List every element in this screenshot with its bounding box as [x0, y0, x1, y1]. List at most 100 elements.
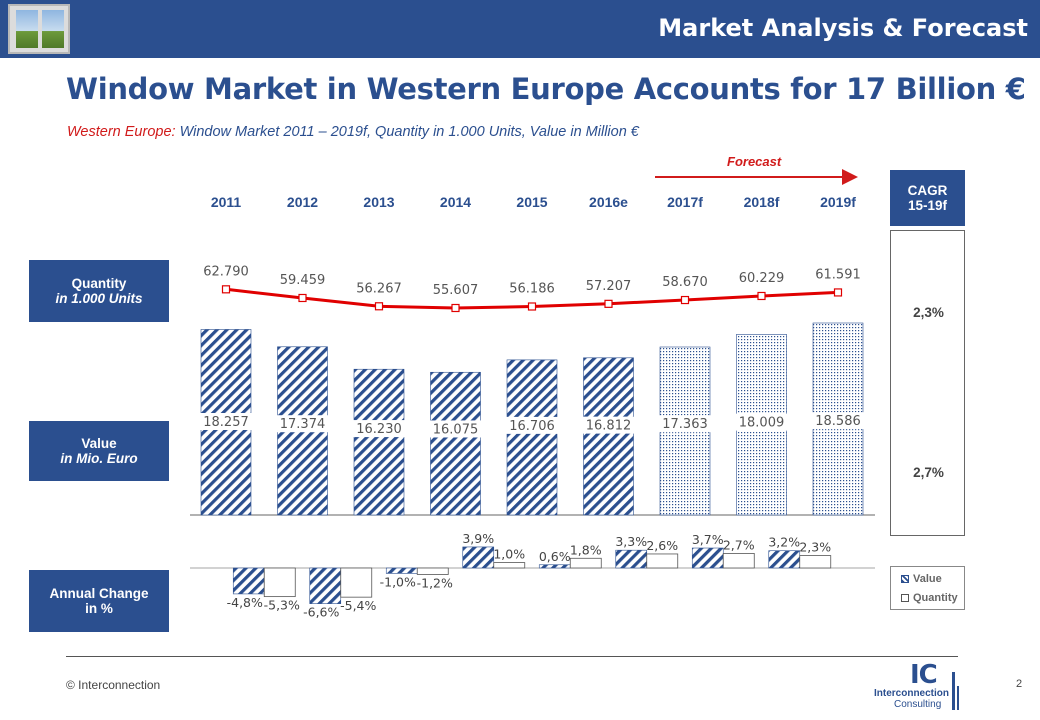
value-bar	[583, 357, 634, 516]
change-label-box: Annual Change in %	[29, 570, 169, 632]
quantity-change-label: -5,4%	[340, 598, 376, 613]
quantity-point	[527, 302, 537, 311]
change-unit-label: in %	[85, 601, 113, 616]
quantity-change-bar	[263, 567, 296, 598]
quantity-change-bar	[569, 557, 602, 569]
footer-divider	[66, 656, 958, 657]
value-data-label: 17.374	[280, 417, 326, 432]
legend-quantity-label: Quantity	[913, 592, 958, 604]
quantity-point	[298, 293, 307, 303]
page-number: 2	[1016, 678, 1023, 690]
quantity-change-label: 2,3%	[799, 540, 831, 555]
company-logo: IC Interconnection Consulting	[866, 660, 959, 710]
quantity-change-label: 1,8%	[570, 542, 602, 557]
value-label-bg	[582, 416, 635, 434]
cagr-value: 2,7%	[913, 465, 944, 480]
value-change-label: -6,6%	[303, 605, 339, 620]
change-label: Annual Change	[49, 586, 149, 601]
quantity-point	[757, 291, 766, 301]
header-bar: Market Analysis & Forecast	[0, 0, 1040, 58]
value-change-label: 0,6%	[539, 549, 571, 564]
quantity-data-label: 60.229	[739, 271, 785, 286]
cagr-quantity: 2,3%	[913, 305, 944, 320]
value-change-bar	[538, 564, 571, 569]
value-change-label: -1,0%	[380, 574, 416, 589]
value-label-bg	[659, 415, 711, 433]
value-label-bg	[200, 413, 252, 430]
value-label-bg	[812, 412, 864, 430]
value-change-bar	[768, 550, 801, 569]
year-label: 2013	[363, 194, 394, 210]
quantity-data-label: 55.607	[433, 283, 479, 298]
cagr-period: 15-19f	[907, 198, 948, 213]
page-title: Window Market in Western Europe Accounts…	[66, 72, 1026, 106]
quantity-point	[680, 295, 690, 305]
cagr-title: CAGR	[907, 183, 948, 198]
logo-initials: IC	[910, 660, 938, 690]
value-change-label: 3,9%	[462, 531, 494, 546]
quantity-data-label: 58.670	[662, 275, 708, 290]
quantity-data-label: 62.790	[203, 264, 249, 279]
year-label: 2017f	[667, 194, 703, 210]
value-change-label: -4,8%	[227, 595, 263, 610]
quantity-label: Quantity	[71, 276, 127, 291]
chart-legend: Value Quantity	[890, 566, 965, 610]
window-icon	[8, 4, 70, 54]
quantity-data-label: 56.186	[509, 281, 555, 296]
value-change-bar	[691, 547, 724, 569]
quantity-point	[221, 285, 231, 294]
quantity-change-bar	[646, 553, 679, 569]
value-data-label: 16.812	[586, 419, 632, 434]
value-data-label: 16.706	[509, 419, 555, 434]
quantity-change-label: -1,2%	[417, 575, 453, 590]
value-label-box: Value in Mio. Euro	[29, 421, 169, 481]
quantity-change-label: -5,3%	[264, 598, 300, 613]
quantity-data-label: 59.459	[280, 273, 326, 288]
quantity-label-box: Quantity in 1.000 Units	[29, 260, 169, 322]
logo-name: Interconnection	[874, 688, 950, 699]
copyright: © Interconnection	[66, 678, 161, 692]
value-bar	[430, 371, 481, 516]
quantity-change-bar	[340, 567, 373, 598]
value-label-bg	[735, 413, 788, 431]
quantity-point	[374, 302, 384, 311]
value-change-label: 3,3%	[615, 534, 647, 549]
chart-subtitle: Western Europe: Window Market 2011 – 201…	[67, 124, 639, 140]
cagr-header: CAGR 15-19f	[890, 170, 965, 226]
value-label-bg	[276, 415, 329, 433]
value-label-bg	[506, 416, 558, 434]
logo-subname: Consulting	[894, 699, 942, 710]
quantity-data-label: 61.591	[815, 267, 861, 282]
year-label: 2016e	[589, 194, 628, 210]
quantity-unit-label: in 1.000 Units	[55, 291, 143, 306]
value-data-label: 16.075	[433, 422, 479, 437]
quantity-change-bar	[722, 553, 755, 569]
header-title: Market Analysis & Forecast	[658, 14, 1028, 42]
value-data-label: 18.257	[203, 415, 249, 430]
quantity-point	[833, 288, 843, 297]
quantity-point	[451, 303, 460, 313]
quantity-change-label: 1,0%	[493, 547, 525, 562]
value-change-bar	[462, 546, 495, 569]
value-bar	[506, 359, 558, 516]
subtitle-region: Western Europe:	[67, 124, 176, 140]
quantity-change-bar	[799, 555, 832, 569]
quantity-change-label: 2,6%	[646, 538, 678, 553]
year-label: 2012	[287, 194, 318, 210]
quantity-change-label: 2,7%	[723, 537, 755, 552]
legend-value-label: Value	[913, 573, 942, 585]
year-label: 2014	[440, 194, 471, 210]
value-change-bar	[232, 567, 265, 595]
value-change-label: 3,2%	[768, 535, 800, 550]
value-bar	[353, 368, 405, 516]
year-label: 2019f	[820, 194, 856, 210]
year-label: 2018f	[744, 194, 780, 210]
quantity-data-label: 56.267	[356, 281, 402, 296]
cagr-panel: 2,3% 2,7%	[890, 230, 965, 536]
forecast-label: Forecast	[727, 154, 782, 169]
legend-quantity-swatch	[901, 594, 909, 602]
legend-value-swatch	[901, 575, 909, 583]
value-change-label: 3,7%	[692, 532, 724, 547]
subtitle-text: Window Market 2011 – 2019f, Quantity in …	[175, 124, 639, 140]
